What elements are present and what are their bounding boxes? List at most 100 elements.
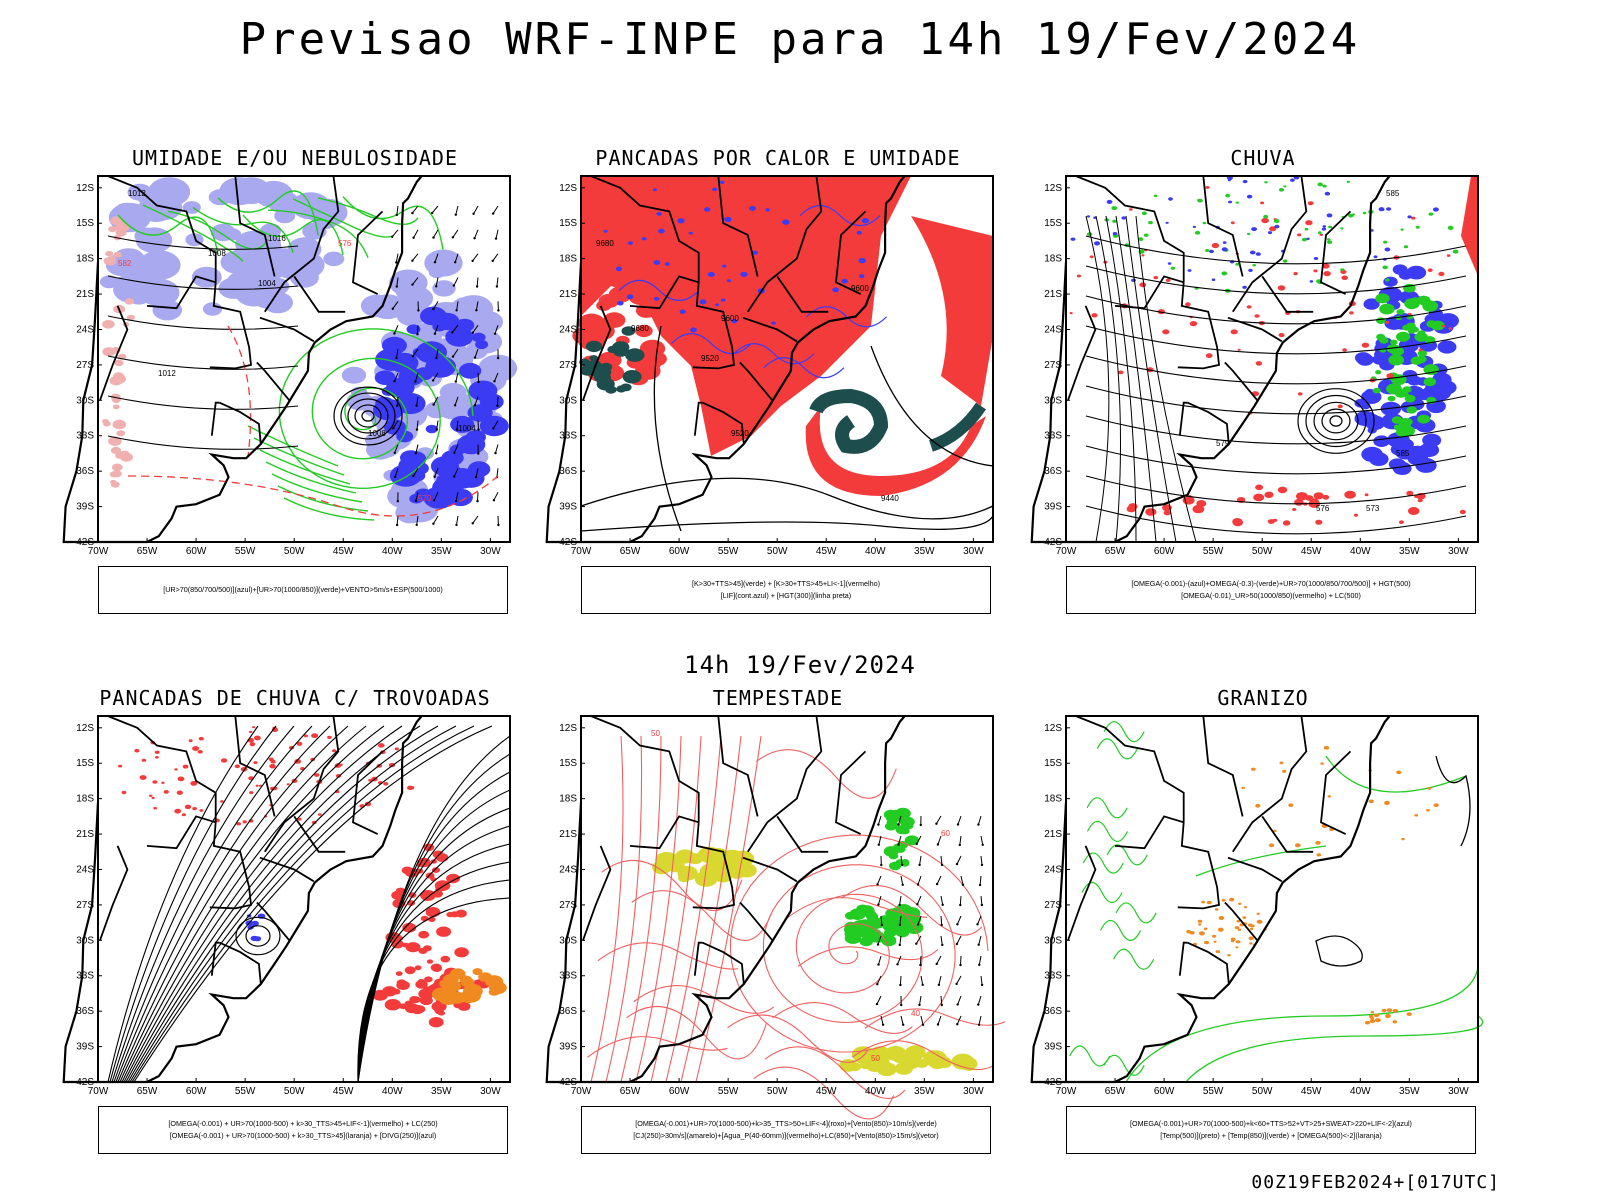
wind-vector bbox=[960, 955, 962, 966]
lif-contour bbox=[859, 274, 865, 279]
red-thickness bbox=[110, 479, 117, 485]
country-border bbox=[1075, 715, 1185, 823]
lat-tick-label: 27S bbox=[1044, 900, 1062, 911]
wind-vector bbox=[956, 823, 960, 826]
contour-label: 9680 bbox=[631, 324, 649, 333]
blue-omega bbox=[1427, 384, 1452, 401]
blue-omega bbox=[1324, 191, 1330, 196]
red-thickness bbox=[110, 446, 122, 454]
legend-box: [OMEGA(-0.001)-(azul)+OMEGA(-0.3)-(verde… bbox=[1066, 566, 1476, 614]
red-omega bbox=[1211, 242, 1220, 249]
green-omega bbox=[1386, 344, 1401, 354]
red-omega bbox=[1069, 312, 1073, 315]
lat-tick-label: 21S bbox=[76, 289, 94, 300]
orange-omega bbox=[1381, 1008, 1387, 1013]
wind-vector bbox=[875, 1002, 879, 1006]
country-border bbox=[1261, 815, 1314, 853]
green-omega bbox=[1403, 245, 1409, 249]
lon-tick-label: 45W bbox=[333, 546, 354, 557]
wind-vector bbox=[935, 882, 939, 886]
coastline bbox=[62, 715, 423, 1084]
green-omega bbox=[1410, 326, 1419, 333]
red-thunder bbox=[384, 999, 402, 1011]
lon-tick-label: 60W bbox=[186, 546, 207, 557]
green-wind bbox=[881, 935, 897, 946]
country-border bbox=[1187, 401, 1230, 445]
orange-omega bbox=[1206, 900, 1212, 905]
blue-omega bbox=[1112, 232, 1118, 236]
orange-omega bbox=[1256, 912, 1260, 915]
blue-omega bbox=[1187, 269, 1192, 272]
country-border bbox=[219, 941, 262, 985]
wind-vector bbox=[978, 955, 982, 965]
lon-tick-label: 65W bbox=[620, 546, 641, 557]
wind-vector bbox=[899, 975, 902, 986]
lat-tick-label: 33S bbox=[559, 971, 577, 982]
lilac-humidity bbox=[360, 294, 394, 318]
orange-omega bbox=[1369, 1019, 1376, 1024]
orange-omega bbox=[1249, 942, 1253, 945]
wind-vector bbox=[435, 444, 439, 454]
blue-humidity bbox=[408, 469, 426, 482]
blue-humidity bbox=[458, 362, 482, 379]
legend-line: [UR>70(850/700/500)](azul)+[UR>70(1000/8… bbox=[163, 585, 443, 594]
country-border bbox=[1114, 815, 1184, 850]
country-border bbox=[590, 175, 700, 283]
lat-tick-label: 39S bbox=[1044, 502, 1062, 513]
lilac-humidity bbox=[138, 250, 181, 280]
orange-omega bbox=[1221, 898, 1226, 902]
wind-vector bbox=[919, 823, 922, 827]
country-border bbox=[776, 815, 829, 853]
hgt-contour bbox=[1305, 394, 1367, 448]
green-wind bbox=[859, 936, 873, 947]
red-omega bbox=[1091, 313, 1098, 318]
lat-tick-label: 39S bbox=[1044, 1042, 1062, 1053]
red-omega bbox=[1185, 302, 1191, 307]
wind-vector bbox=[493, 380, 496, 383]
lif-contour bbox=[658, 228, 665, 234]
lon-tick-label: 65W bbox=[137, 1086, 158, 1097]
green-contour bbox=[283, 497, 375, 521]
orange-omega bbox=[1201, 900, 1205, 904]
red-omega bbox=[1418, 348, 1423, 352]
wind-vector bbox=[956, 915, 962, 925]
green-omega bbox=[1317, 231, 1322, 234]
wind-vector bbox=[396, 277, 399, 287]
country-border bbox=[1232, 175, 1308, 313]
blue-omega bbox=[1290, 178, 1295, 182]
orange-omega bbox=[1230, 937, 1236, 942]
green-omega bbox=[1428, 212, 1434, 216]
wind-vector bbox=[476, 277, 479, 287]
wind-vector bbox=[896, 963, 899, 966]
red-thunder bbox=[236, 822, 242, 826]
wind-vector bbox=[977, 823, 980, 826]
wind-vector bbox=[917, 915, 922, 925]
country-border bbox=[99, 305, 129, 401]
blue-omega bbox=[1407, 215, 1412, 219]
green-omega bbox=[1264, 181, 1268, 184]
wind-vector bbox=[956, 1023, 959, 1026]
blue-omega bbox=[1165, 221, 1169, 224]
red-thunder bbox=[255, 784, 259, 787]
wind-vector bbox=[919, 963, 922, 967]
lif-contour bbox=[615, 266, 623, 272]
red-omega bbox=[1189, 321, 1198, 327]
red-precip-water bbox=[841, 885, 983, 936]
orange-omega bbox=[1315, 841, 1321, 845]
green-contour bbox=[192, 206, 294, 253]
red-thunder bbox=[394, 747, 399, 751]
orange-omega bbox=[1316, 853, 1322, 857]
red-omega bbox=[1361, 342, 1370, 348]
lif-contour bbox=[731, 319, 738, 324]
wind-vector bbox=[431, 211, 434, 215]
wind-vector bbox=[412, 253, 419, 262]
red-precip-water bbox=[601, 859, 743, 912]
blue-humidity bbox=[396, 430, 414, 443]
lon-tick-label: 60W bbox=[669, 1086, 690, 1097]
red-thickness bbox=[117, 419, 124, 425]
wind-vector bbox=[876, 983, 879, 986]
country-border bbox=[590, 715, 700, 823]
hgt-contour bbox=[1085, 505, 1467, 535]
yellow-jet bbox=[870, 1046, 890, 1060]
blue-omega bbox=[1167, 262, 1172, 265]
